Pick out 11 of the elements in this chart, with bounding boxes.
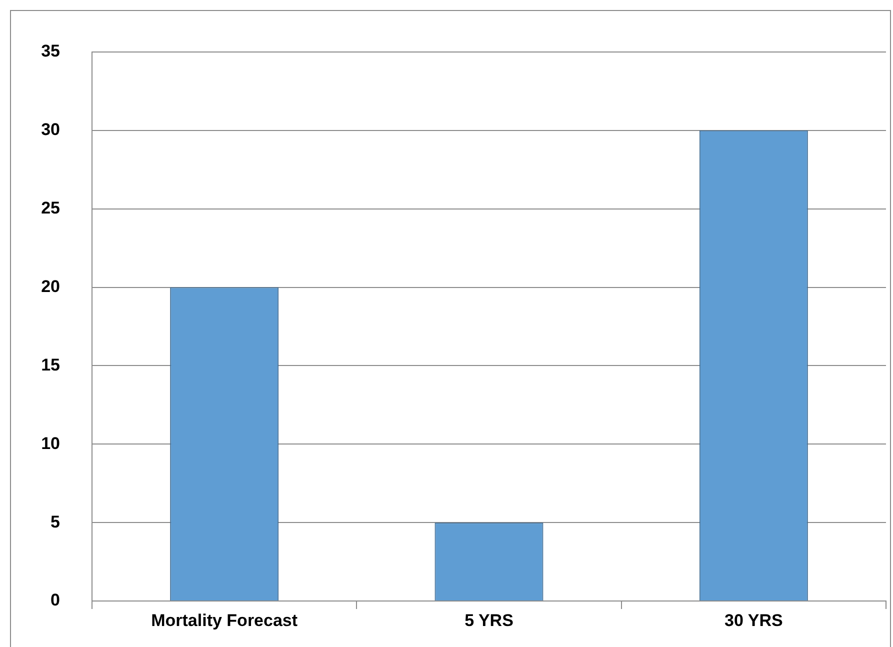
y-tick-label: 0 xyxy=(50,590,60,610)
y-tick-label: 20 xyxy=(41,276,60,296)
y-tick-label: 30 xyxy=(41,120,60,140)
y-tick-label: 10 xyxy=(41,434,60,453)
x-tick-label: 5 YRS xyxy=(464,610,514,630)
y-tick-label: 25 xyxy=(41,198,60,218)
y-tick-label: 35 xyxy=(41,42,60,61)
x-tick-label: Mortality Forecast xyxy=(151,610,298,630)
y-tick-label: 15 xyxy=(41,355,60,374)
y-tick-label: 5 xyxy=(50,512,60,532)
x-tick-label: 30 YRS xyxy=(724,610,783,630)
